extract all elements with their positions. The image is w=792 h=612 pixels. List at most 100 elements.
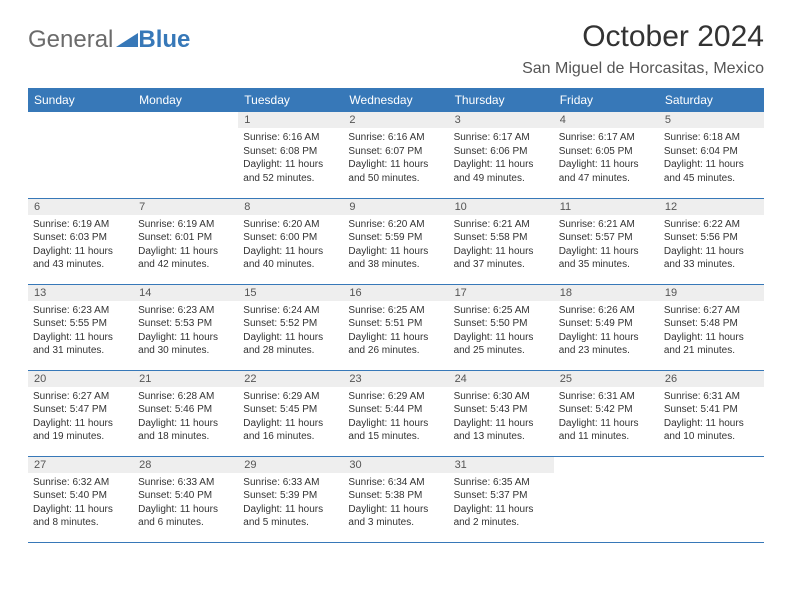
day-content: Sunrise: 6:25 AMSunset: 5:50 PMDaylight:… bbox=[449, 301, 554, 362]
day-content: Sunrise: 6:35 AMSunset: 5:37 PMDaylight:… bbox=[449, 473, 554, 534]
calendar-day-cell: 2Sunrise: 6:16 AMSunset: 6:07 PMDaylight… bbox=[343, 112, 448, 198]
sunset-text: Sunset: 5:40 PM bbox=[138, 489, 233, 503]
sunrise-text: Sunrise: 6:31 AM bbox=[559, 390, 654, 404]
sunrise-text: Sunrise: 6:28 AM bbox=[138, 390, 233, 404]
sunrise-text: Sunrise: 6:35 AM bbox=[454, 476, 549, 490]
calendar-day-cell: 3Sunrise: 6:17 AMSunset: 6:06 PMDaylight… bbox=[449, 112, 554, 198]
day-number: 20 bbox=[28, 371, 133, 387]
daylight-text: Daylight: 11 hours and 52 minutes. bbox=[243, 158, 338, 185]
sunset-text: Sunset: 5:53 PM bbox=[138, 317, 233, 331]
daylight-text: Daylight: 11 hours and 49 minutes. bbox=[454, 158, 549, 185]
sunrise-text: Sunrise: 6:33 AM bbox=[138, 476, 233, 490]
calendar-day-cell: 17Sunrise: 6:25 AMSunset: 5:50 PMDayligh… bbox=[449, 284, 554, 370]
sunrise-text: Sunrise: 6:31 AM bbox=[664, 390, 759, 404]
day-content: Sunrise: 6:29 AMSunset: 5:45 PMDaylight:… bbox=[238, 387, 343, 448]
daylight-text: Daylight: 11 hours and 45 minutes. bbox=[664, 158, 759, 185]
day-content: Sunrise: 6:19 AMSunset: 6:01 PMDaylight:… bbox=[133, 215, 238, 276]
calendar-table: SundayMondayTuesdayWednesdayThursdayFrid… bbox=[28, 88, 764, 543]
daylight-text: Daylight: 11 hours and 31 minutes. bbox=[33, 331, 128, 358]
sunset-text: Sunset: 5:57 PM bbox=[559, 231, 654, 245]
sunset-text: Sunset: 6:00 PM bbox=[243, 231, 338, 245]
day-content: Sunrise: 6:31 AMSunset: 5:42 PMDaylight:… bbox=[554, 387, 659, 448]
daylight-text: Daylight: 11 hours and 8 minutes. bbox=[33, 503, 128, 530]
day-number: 23 bbox=[343, 371, 448, 387]
sunset-text: Sunset: 5:47 PM bbox=[33, 403, 128, 417]
daylight-text: Daylight: 11 hours and 11 minutes. bbox=[559, 417, 654, 444]
day-number: 21 bbox=[133, 371, 238, 387]
day-content: Sunrise: 6:27 AMSunset: 5:47 PMDaylight:… bbox=[28, 387, 133, 448]
calendar-day-cell: 23Sunrise: 6:29 AMSunset: 5:44 PMDayligh… bbox=[343, 370, 448, 456]
logo-text-blue: Blue bbox=[138, 26, 190, 54]
month-title: October 2024 bbox=[522, 20, 764, 54]
sunrise-text: Sunrise: 6:33 AM bbox=[243, 476, 338, 490]
sunrise-text: Sunrise: 6:21 AM bbox=[559, 218, 654, 232]
sunrise-text: Sunrise: 6:19 AM bbox=[138, 218, 233, 232]
calendar-day-cell bbox=[659, 456, 764, 542]
calendar-week-row: 20Sunrise: 6:27 AMSunset: 5:47 PMDayligh… bbox=[28, 370, 764, 456]
daylight-text: Daylight: 11 hours and 21 minutes. bbox=[664, 331, 759, 358]
calendar-day-cell: 18Sunrise: 6:26 AMSunset: 5:49 PMDayligh… bbox=[554, 284, 659, 370]
day-content: Sunrise: 6:21 AMSunset: 5:57 PMDaylight:… bbox=[554, 215, 659, 276]
sunset-text: Sunset: 5:39 PM bbox=[243, 489, 338, 503]
daylight-text: Daylight: 11 hours and 47 minutes. bbox=[559, 158, 654, 185]
sunset-text: Sunset: 5:43 PM bbox=[454, 403, 549, 417]
sunrise-text: Sunrise: 6:26 AM bbox=[559, 304, 654, 318]
sunset-text: Sunset: 6:03 PM bbox=[33, 231, 128, 245]
location-subtitle: San Miguel de Horcasitas, Mexico bbox=[522, 60, 764, 78]
calendar-day-cell: 1Sunrise: 6:16 AMSunset: 6:08 PMDaylight… bbox=[238, 112, 343, 198]
day-header: Monday bbox=[133, 88, 238, 112]
header: General Blue October 2024 San Miguel de … bbox=[28, 20, 764, 78]
day-number: 16 bbox=[343, 285, 448, 301]
calendar-day-cell: 7Sunrise: 6:19 AMSunset: 6:01 PMDaylight… bbox=[133, 198, 238, 284]
sunrise-text: Sunrise: 6:17 AM bbox=[559, 131, 654, 145]
day-header: Friday bbox=[554, 88, 659, 112]
day-number: 30 bbox=[343, 457, 448, 473]
day-header: Tuesday bbox=[238, 88, 343, 112]
day-number: 26 bbox=[659, 371, 764, 387]
sunset-text: Sunset: 5:51 PM bbox=[348, 317, 443, 331]
daylight-text: Daylight: 11 hours and 42 minutes. bbox=[138, 245, 233, 272]
calendar-day-cell: 14Sunrise: 6:23 AMSunset: 5:53 PMDayligh… bbox=[133, 284, 238, 370]
calendar-day-cell: 31Sunrise: 6:35 AMSunset: 5:37 PMDayligh… bbox=[449, 456, 554, 542]
day-number: 10 bbox=[449, 199, 554, 215]
calendar-body: 1Sunrise: 6:16 AMSunset: 6:08 PMDaylight… bbox=[28, 112, 764, 542]
calendar-day-cell: 26Sunrise: 6:31 AMSunset: 5:41 PMDayligh… bbox=[659, 370, 764, 456]
daylight-text: Daylight: 11 hours and 25 minutes. bbox=[454, 331, 549, 358]
day-number: 22 bbox=[238, 371, 343, 387]
day-content: Sunrise: 6:32 AMSunset: 5:40 PMDaylight:… bbox=[28, 473, 133, 534]
calendar-day-cell: 27Sunrise: 6:32 AMSunset: 5:40 PMDayligh… bbox=[28, 456, 133, 542]
day-number: 6 bbox=[28, 199, 133, 215]
day-number: 3 bbox=[449, 112, 554, 128]
calendar-day-cell: 13Sunrise: 6:23 AMSunset: 5:55 PMDayligh… bbox=[28, 284, 133, 370]
sunrise-text: Sunrise: 6:32 AM bbox=[33, 476, 128, 490]
day-number: 25 bbox=[554, 371, 659, 387]
sunset-text: Sunset: 5:41 PM bbox=[664, 403, 759, 417]
calendar-day-cell: 24Sunrise: 6:30 AMSunset: 5:43 PMDayligh… bbox=[449, 370, 554, 456]
calendar-week-row: 27Sunrise: 6:32 AMSunset: 5:40 PMDayligh… bbox=[28, 456, 764, 542]
calendar-day-cell: 22Sunrise: 6:29 AMSunset: 5:45 PMDayligh… bbox=[238, 370, 343, 456]
title-block: October 2024 San Miguel de Horcasitas, M… bbox=[522, 20, 764, 78]
sunrise-text: Sunrise: 6:24 AM bbox=[243, 304, 338, 318]
sunset-text: Sunset: 6:07 PM bbox=[348, 145, 443, 159]
calendar-day-cell bbox=[554, 456, 659, 542]
day-number: 11 bbox=[554, 199, 659, 215]
day-number: 5 bbox=[659, 112, 764, 128]
daylight-text: Daylight: 11 hours and 6 minutes. bbox=[138, 503, 233, 530]
sunset-text: Sunset: 5:48 PM bbox=[664, 317, 759, 331]
sunrise-text: Sunrise: 6:17 AM bbox=[454, 131, 549, 145]
sunrise-text: Sunrise: 6:16 AM bbox=[243, 131, 338, 145]
day-content: Sunrise: 6:30 AMSunset: 5:43 PMDaylight:… bbox=[449, 387, 554, 448]
calendar-week-row: 1Sunrise: 6:16 AMSunset: 6:08 PMDaylight… bbox=[28, 112, 764, 198]
daylight-text: Daylight: 11 hours and 2 minutes. bbox=[454, 503, 549, 530]
day-number: 12 bbox=[659, 199, 764, 215]
calendar-week-row: 13Sunrise: 6:23 AMSunset: 5:55 PMDayligh… bbox=[28, 284, 764, 370]
daylight-text: Daylight: 11 hours and 5 minutes. bbox=[243, 503, 338, 530]
logo-text-general: General bbox=[28, 26, 113, 54]
sunset-text: Sunset: 5:45 PM bbox=[243, 403, 338, 417]
daylight-text: Daylight: 11 hours and 23 minutes. bbox=[559, 331, 654, 358]
day-number: 1 bbox=[238, 112, 343, 128]
day-number: 24 bbox=[449, 371, 554, 387]
calendar-day-cell: 16Sunrise: 6:25 AMSunset: 5:51 PMDayligh… bbox=[343, 284, 448, 370]
logo-triangle-icon bbox=[116, 26, 138, 54]
sunset-text: Sunset: 5:55 PM bbox=[33, 317, 128, 331]
